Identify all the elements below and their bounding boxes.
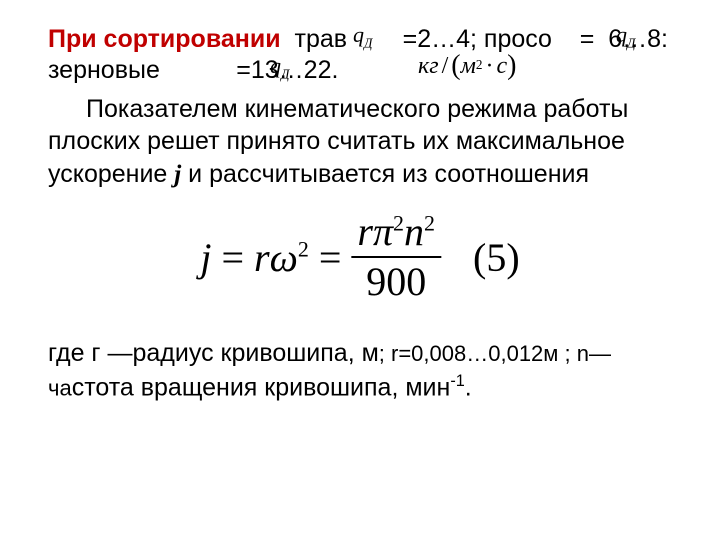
equation-number: (5) <box>473 234 520 281</box>
formula-numerator: rπ2n2 <box>351 210 441 254</box>
para3-sup: -1 <box>450 372 464 390</box>
formula-eq1: = <box>221 234 244 281</box>
page: При сортировании трав =2…4; просо = 6…8:… <box>0 0 720 540</box>
formula-r1: r <box>254 235 270 280</box>
formula-block: j = rω2 = rπ2n2 900 (5) <box>48 197 672 317</box>
paren-open: ( <box>451 48 460 83</box>
para3-t1: где г —радиус кривошипа, м <box>48 339 379 367</box>
para3-dot: . <box>465 373 472 401</box>
unit-kg-text: кг <box>418 51 439 81</box>
formula-fraction: rπ2n2 900 <box>351 210 441 304</box>
paren-close: ) <box>507 48 516 83</box>
formula-sq1: 2 <box>298 236 309 261</box>
fraction-bar-icon <box>351 256 441 258</box>
paragraph-1: При сортировании трав =2…4; просо = 6…8:… <box>48 24 672 87</box>
formula-r-omega: rω2 <box>254 234 309 281</box>
unit-c-text: с <box>497 51 508 81</box>
unit-m-sup: 2 <box>476 57 483 74</box>
paragraph-2: Показателем кинематического режима работ… <box>48 93 672 192</box>
formula-denominator: 900 <box>360 260 432 304</box>
formula-sq2: 2 <box>393 211 404 236</box>
para2-line2: и рассчитывается из соотношения <box>181 160 589 188</box>
unit-m-text: м <box>461 51 476 81</box>
dot-icon: · <box>483 51 497 81</box>
formula-5: j = rω2 = rπ2n2 900 (5) <box>200 210 519 304</box>
formula-omega: ω <box>270 235 298 280</box>
slash-icon: / <box>439 51 452 81</box>
formula-r2: r <box>357 209 373 254</box>
para3-t3: стота вращения кривошипа, мин <box>72 373 451 401</box>
formula-sq3: 2 <box>424 211 435 236</box>
formula-eq2: = <box>319 234 342 281</box>
formula-n: n <box>404 209 424 254</box>
paragraph-3: где г —радиус кривошипа, м; r=0,008…0,01… <box>48 337 672 405</box>
unit-kg-m2-s: кг / ( м2 · с ) <box>418 48 517 83</box>
accent-phrase: При сортировании <box>48 25 281 53</box>
formula-pi: π <box>373 209 393 254</box>
formula-j: j <box>200 234 211 281</box>
